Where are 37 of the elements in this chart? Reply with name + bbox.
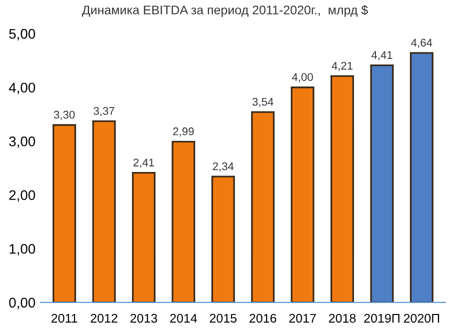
x-tick-label: 2017	[289, 314, 316, 323]
data-label: 2,41	[133, 158, 154, 168]
x-tick-label: 2020П	[404, 314, 440, 323]
bar	[251, 111, 275, 302]
x-tick-label: 2019П	[364, 314, 400, 323]
data-label: 3,37	[94, 107, 114, 116]
data-label: 2,99	[173, 127, 194, 137]
data-label: 3,54	[252, 98, 274, 108]
bar	[370, 64, 394, 302]
data-label: 4,41	[371, 51, 392, 60]
x-tick-label: 2011	[52, 314, 78, 323]
y-tick-label: 5,00	[9, 28, 36, 40]
x-tick-label: 2018	[328, 314, 356, 323]
data-label: 2,34	[212, 162, 234, 172]
x-tick-label: 2015	[210, 314, 237, 323]
data-label: 4,21	[332, 62, 353, 72]
bar	[132, 172, 156, 302]
chart-title: Динамика EBITDA за период 2011-2020г., млрд $	[82, 5, 368, 17]
bar	[52, 124, 76, 302]
y-tick-label: 2,00	[9, 190, 36, 202]
x-tick-label: 2014	[170, 314, 197, 323]
x-tick-label: 2016	[250, 314, 276, 323]
bar	[290, 86, 314, 302]
x-tick-label: 2012	[90, 314, 118, 323]
x-tick-label: 2013	[130, 314, 158, 323]
y-tick-label: 1,00	[10, 244, 36, 256]
data-label: 4,64	[411, 38, 432, 48]
bar	[172, 140, 196, 302]
y-tick-label: 3,00	[9, 136, 36, 148]
data-label: 4,00	[292, 73, 313, 82]
bar	[92, 120, 116, 302]
y-tick-label: 0,00	[9, 298, 36, 310]
bar	[410, 52, 434, 302]
data-label: 3,30	[54, 110, 75, 120]
bar	[330, 75, 354, 302]
y-tick-label: 4,00	[8, 82, 36, 94]
bar	[211, 176, 235, 302]
